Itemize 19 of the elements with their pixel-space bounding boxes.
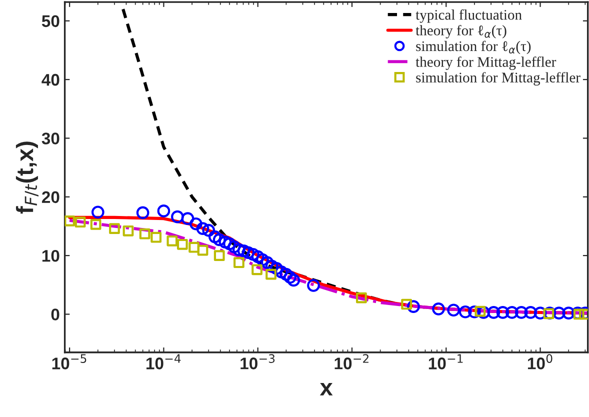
x-tick-label: 10$^{−4}$: [146, 354, 181, 370]
x-axis-title: x: [320, 382, 333, 396]
y-tick-label: 50: [42, 15, 60, 28]
legend-label: simulation for ℓ$_{α}$(τ): [416, 40, 531, 54]
x-tick-label: 10$^{0}$: [528, 354, 552, 370]
x-tick-label: 10$^{−1}$: [428, 354, 463, 370]
legend-label: typical fluctuation: [416, 9, 522, 23]
x-tick-label: 10$^{−3}$: [240, 354, 275, 370]
y-tick-label: 0: [51, 308, 60, 320]
x-tick-label: 10$^{−5}$: [52, 354, 86, 370]
y-tick-label: 10: [42, 250, 60, 262]
legend-label: theory for Mittag-leffler: [416, 56, 556, 70]
y-tick-label: 40: [42, 74, 60, 86]
y-tick-label: 30: [42, 132, 60, 144]
legend-label: theory for ℓ$_{α}$(τ): [416, 24, 506, 38]
x-tick-label: 10$^{−2}$: [334, 354, 368, 370]
y-tick-label: 20: [42, 191, 60, 204]
legend-label: simulation for Mittag-leffler: [416, 72, 580, 86]
y-axis-title: f$_{F/t}$(t,x): [16, 142, 38, 214]
